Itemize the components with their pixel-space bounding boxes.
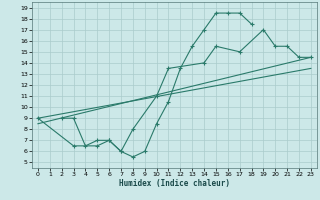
X-axis label: Humidex (Indice chaleur): Humidex (Indice chaleur) [119, 179, 230, 188]
